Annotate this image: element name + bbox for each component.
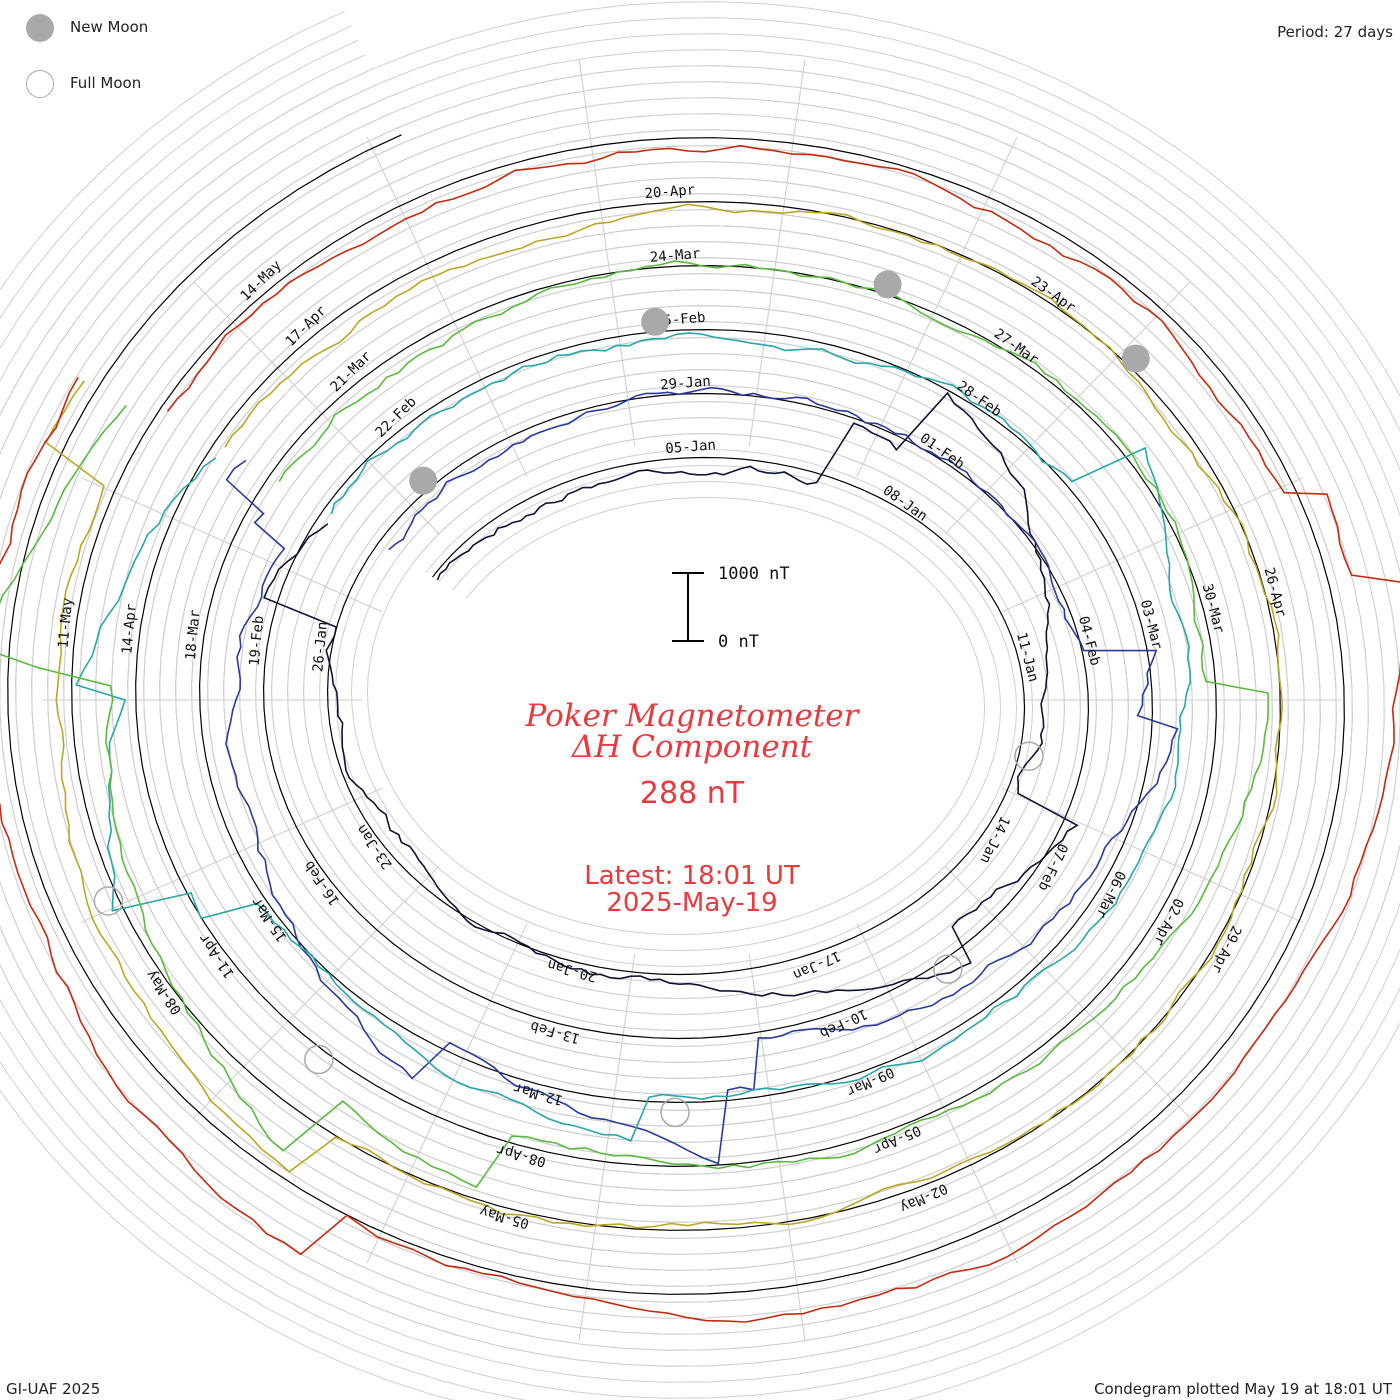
new-moon-icon: [26, 14, 54, 42]
grid-spoke: [80, 787, 383, 923]
current-value: 288 nT: [640, 776, 745, 811]
grid-spoke: [578, 59, 636, 446]
grid-spoke: [366, 923, 528, 1264]
date-label: 14-Apr: [119, 603, 140, 655]
grid-spoke: [748, 59, 806, 446]
date-label: 26-Jan: [310, 621, 331, 673]
date-label: 08-May: [143, 967, 185, 1018]
grid-spoke: [1001, 787, 1304, 923]
series-line-4: [45, 203, 1284, 1229]
grid-spoke: [80, 477, 383, 613]
date-label: 11-May: [56, 597, 77, 649]
date-label: 05-Jan: [665, 437, 717, 457]
series-line-1: [225, 386, 1179, 1165]
chart-title-line2: ΔH Component: [571, 729, 813, 765]
date-label: 24-Mar: [649, 246, 701, 266]
baseline-spiral: [7, 134, 1345, 1295]
date-label: 20-Apr: [644, 182, 696, 202]
credit-label: GI-UAF 2025: [6, 1380, 101, 1398]
grid-spoke: [578, 954, 636, 1341]
scale-top-label: 1000 nT: [718, 564, 790, 584]
date-label: 01-Feb: [917, 430, 968, 472]
grid-spoke: [856, 136, 1018, 477]
new-moon-marker: [641, 307, 670, 336]
date-label: 18-Mar: [183, 609, 204, 661]
full-moon-icon: [26, 70, 54, 98]
grid-spoke: [366, 136, 528, 477]
full-moon-marker: [1014, 741, 1044, 771]
date-label: 15-Mar: [249, 894, 291, 945]
full-moon-marker: [933, 954, 963, 984]
period-label: Period: 27 days: [1277, 23, 1393, 41]
scale-bar: 1000 nT 0 nT: [672, 564, 790, 652]
series-line-3: [0, 260, 1270, 1189]
full-moon-label: Full Moon: [70, 74, 142, 92]
date-label: 23-Apr: [1028, 274, 1079, 316]
grid-spiral: [0, 33, 1400, 1399]
date-label: 29-Jan: [660, 373, 712, 393]
date-label: 16-Feb: [301, 858, 343, 909]
new-moon-marker: [409, 466, 438, 495]
full-moon-marker: [304, 1044, 334, 1075]
grid-spoke: [856, 923, 1018, 1264]
series-line-5: [0, 144, 1400, 1323]
new-moon-label: New Moon: [70, 18, 149, 36]
grid-spoke: [1001, 477, 1304, 613]
plotted-label: Condegram plotted May 19 at 18:01 UT: [1094, 1380, 1392, 1398]
grid-spiral: [0, 49, 1400, 1383]
series-line-2: [75, 332, 1192, 1142]
date-label: 11-Apr: [196, 930, 238, 981]
latest-date: 2025-May-19: [606, 888, 777, 918]
date-label: 20-Jan: [546, 956, 599, 985]
date-label: 28-Feb: [954, 378, 1005, 420]
full-moon-marker: [660, 1097, 690, 1128]
grid-spoke: [748, 954, 806, 1341]
series-line-0: [263, 391, 1079, 997]
new-moon-marker: [1121, 344, 1150, 373]
chart-title-line1: Poker Magnetometer: [525, 698, 861, 734]
scale-bottom-label: 0 nT: [718, 632, 759, 652]
grid-spoke: [193, 865, 440, 1119]
latest-time: Latest: 18:01 UT: [584, 861, 800, 891]
date-label: 08-Jan: [880, 483, 931, 525]
date-label: 19-Feb: [247, 615, 268, 667]
new-moon-marker: [873, 270, 902, 299]
full-moon-marker: [93, 886, 124, 916]
